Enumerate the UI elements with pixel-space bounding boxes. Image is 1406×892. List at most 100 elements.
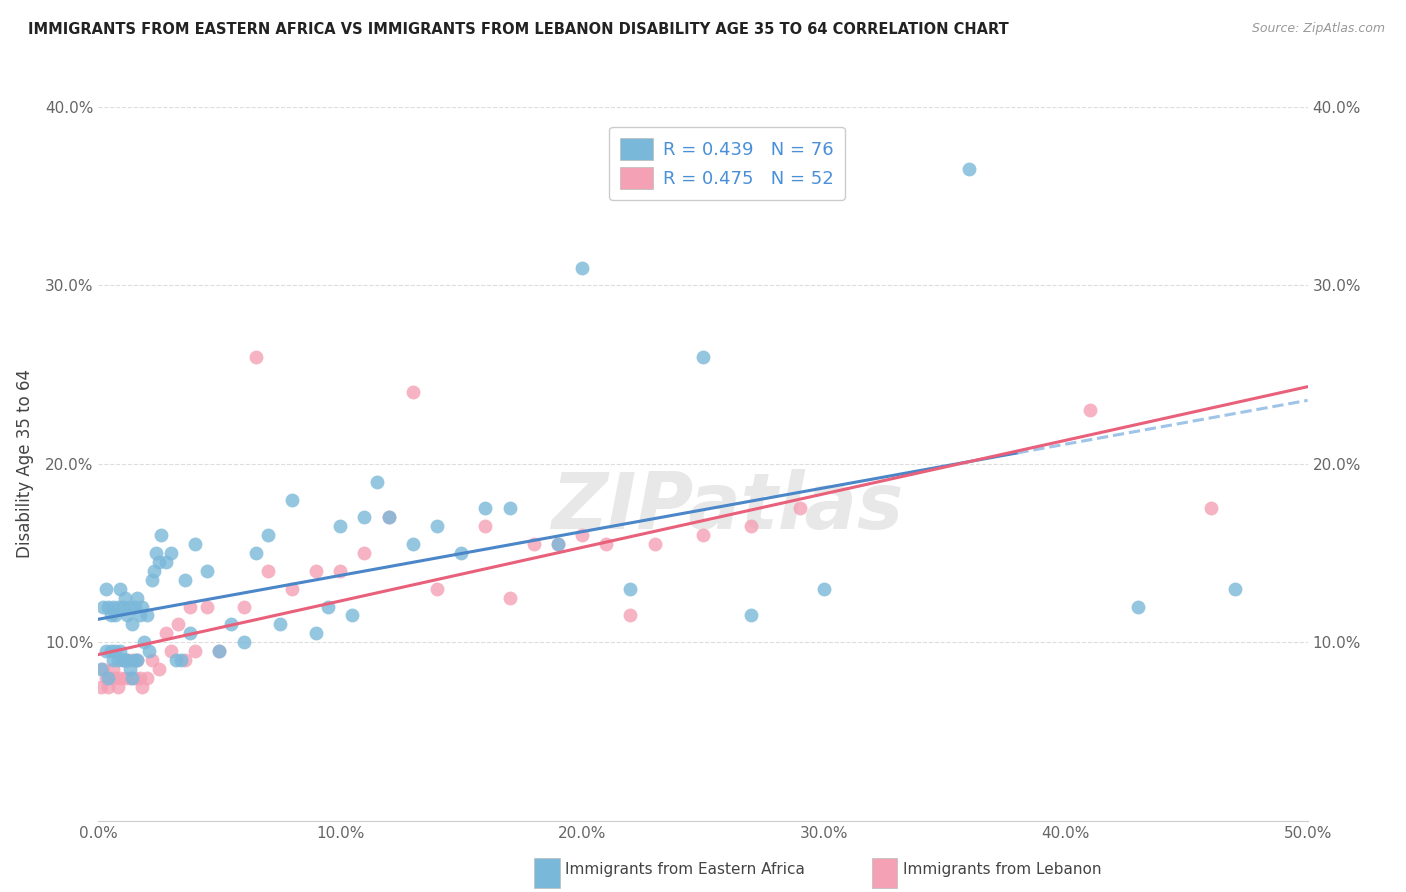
- Point: [474, 519, 496, 533]
- Point: [571, 528, 593, 542]
- Point: [128, 608, 150, 623]
- Point: [94, 582, 117, 596]
- Point: [155, 555, 177, 569]
- Point: [148, 662, 170, 676]
- Point: [118, 671, 141, 685]
- Point: [117, 653, 139, 667]
- Point: [498, 501, 520, 516]
- Point: [124, 599, 146, 614]
- Point: [1199, 501, 1222, 516]
- Point: [108, 644, 131, 658]
- Point: [104, 644, 127, 658]
- Point: [256, 528, 278, 542]
- Point: [134, 635, 156, 649]
- Point: [128, 671, 150, 685]
- Y-axis label: Disability Age 35 to 64: Disability Age 35 to 64: [15, 369, 34, 558]
- Point: [108, 582, 131, 596]
- Text: Immigrants from Eastern Africa: Immigrants from Eastern Africa: [565, 863, 806, 877]
- Point: [329, 564, 352, 578]
- Point: [195, 564, 218, 578]
- Point: [232, 599, 254, 614]
- Point: [195, 599, 218, 614]
- Point: [121, 653, 143, 667]
- Point: [353, 546, 375, 560]
- Point: [474, 501, 496, 516]
- Point: [107, 680, 129, 694]
- Point: [145, 546, 167, 560]
- Point: [1078, 403, 1101, 417]
- Point: [619, 608, 641, 623]
- Point: [402, 537, 425, 551]
- Point: [547, 537, 569, 551]
- Point: [108, 671, 131, 685]
- Point: [256, 564, 278, 578]
- Point: [174, 573, 197, 587]
- Text: Source: ZipAtlas.com: Source: ZipAtlas.com: [1251, 22, 1385, 36]
- Point: [353, 510, 375, 524]
- Point: [91, 599, 114, 614]
- Point: [101, 599, 124, 614]
- Point: [97, 671, 120, 685]
- Point: [402, 385, 425, 400]
- Point: [957, 162, 980, 177]
- Point: [111, 599, 134, 614]
- Point: [107, 599, 129, 614]
- Point: [90, 680, 112, 694]
- Point: [245, 546, 267, 560]
- Text: IMMIGRANTS FROM EASTERN AFRICA VS IMMIGRANTS FROM LEBANON DISABILITY AGE 35 TO 6: IMMIGRANTS FROM EASTERN AFRICA VS IMMIGR…: [28, 22, 1010, 37]
- Point: [111, 653, 134, 667]
- Point: [124, 671, 146, 685]
- Point: [150, 528, 173, 542]
- Point: [114, 591, 136, 605]
- Point: [117, 653, 139, 667]
- Point: [547, 537, 569, 551]
- Point: [179, 626, 201, 640]
- Point: [281, 492, 304, 507]
- Point: [329, 519, 352, 533]
- Point: [184, 537, 207, 551]
- Point: [131, 599, 153, 614]
- Point: [104, 671, 127, 685]
- Point: [91, 662, 114, 676]
- Point: [101, 653, 124, 667]
- Point: [111, 653, 134, 667]
- Legend: R = 0.439   N = 76, R = 0.475   N = 52: R = 0.439 N = 76, R = 0.475 N = 52: [609, 127, 845, 200]
- Point: [160, 546, 183, 560]
- Point: [104, 608, 127, 623]
- Point: [107, 653, 129, 667]
- Point: [208, 644, 231, 658]
- Point: [100, 671, 122, 685]
- Point: [179, 599, 201, 614]
- Point: [135, 671, 157, 685]
- Point: [169, 653, 191, 667]
- Point: [118, 662, 141, 676]
- Point: [114, 671, 136, 685]
- Point: [426, 519, 449, 533]
- Point: [366, 475, 388, 489]
- Point: [305, 564, 328, 578]
- Point: [221, 617, 243, 632]
- Point: [124, 653, 146, 667]
- Point: [160, 644, 183, 658]
- Point: [141, 653, 163, 667]
- Point: [450, 546, 472, 560]
- Point: [155, 626, 177, 640]
- Point: [184, 644, 207, 658]
- Point: [97, 680, 120, 694]
- Point: [167, 617, 190, 632]
- Point: [135, 608, 157, 623]
- Point: [740, 608, 762, 623]
- Point: [121, 671, 143, 685]
- Point: [281, 582, 304, 596]
- Point: [101, 662, 124, 676]
- Point: [94, 671, 117, 685]
- Point: [305, 626, 328, 640]
- Point: [813, 582, 835, 596]
- Point: [692, 528, 714, 542]
- Point: [127, 653, 149, 667]
- Point: [498, 591, 520, 605]
- Text: ZIPatlas: ZIPatlas: [551, 468, 903, 545]
- Point: [316, 599, 339, 614]
- Point: [342, 608, 364, 623]
- Point: [138, 644, 160, 658]
